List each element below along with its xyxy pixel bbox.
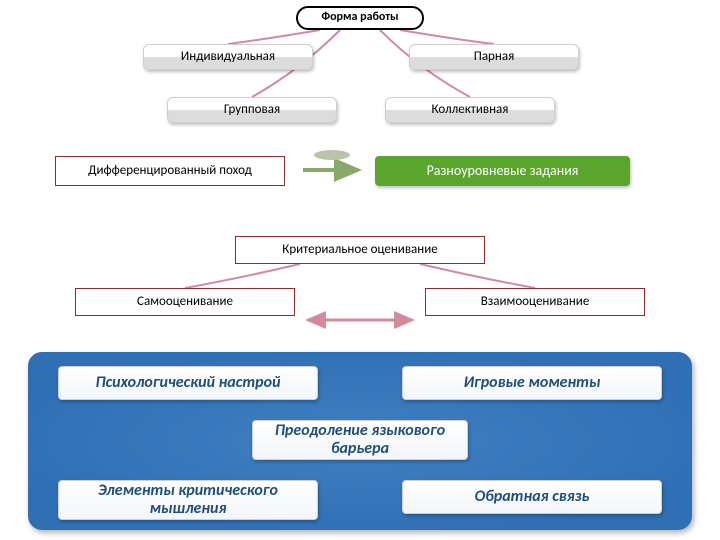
box-pair: Парная: [409, 44, 579, 70]
box-self-assessment: Самооценивание: [75, 288, 295, 316]
box-critical-thinking: Элементы критического мышления: [58, 480, 318, 520]
box-psychological: Психологический настрой: [58, 366, 318, 400]
box-play-moments: Игровые моменты: [402, 366, 662, 400]
box-collective: Коллективная: [385, 97, 555, 123]
box-criteria: Критериальное оценивание: [235, 236, 485, 264]
box-differentiated: Дифференцированный поход: [55, 156, 285, 186]
box-group: Групповая: [167, 97, 337, 123]
box-individual: Индивидуальная: [143, 44, 313, 70]
top-title: Форма работы: [296, 6, 424, 30]
box-feedback: Обратная связь: [402, 480, 662, 514]
box-peer-assessment: Взаимооценивание: [425, 288, 645, 316]
box-multilevel: Разноуровневые задания: [375, 156, 630, 186]
box-language-barrier: Преодоление языкового барьера: [252, 420, 468, 460]
